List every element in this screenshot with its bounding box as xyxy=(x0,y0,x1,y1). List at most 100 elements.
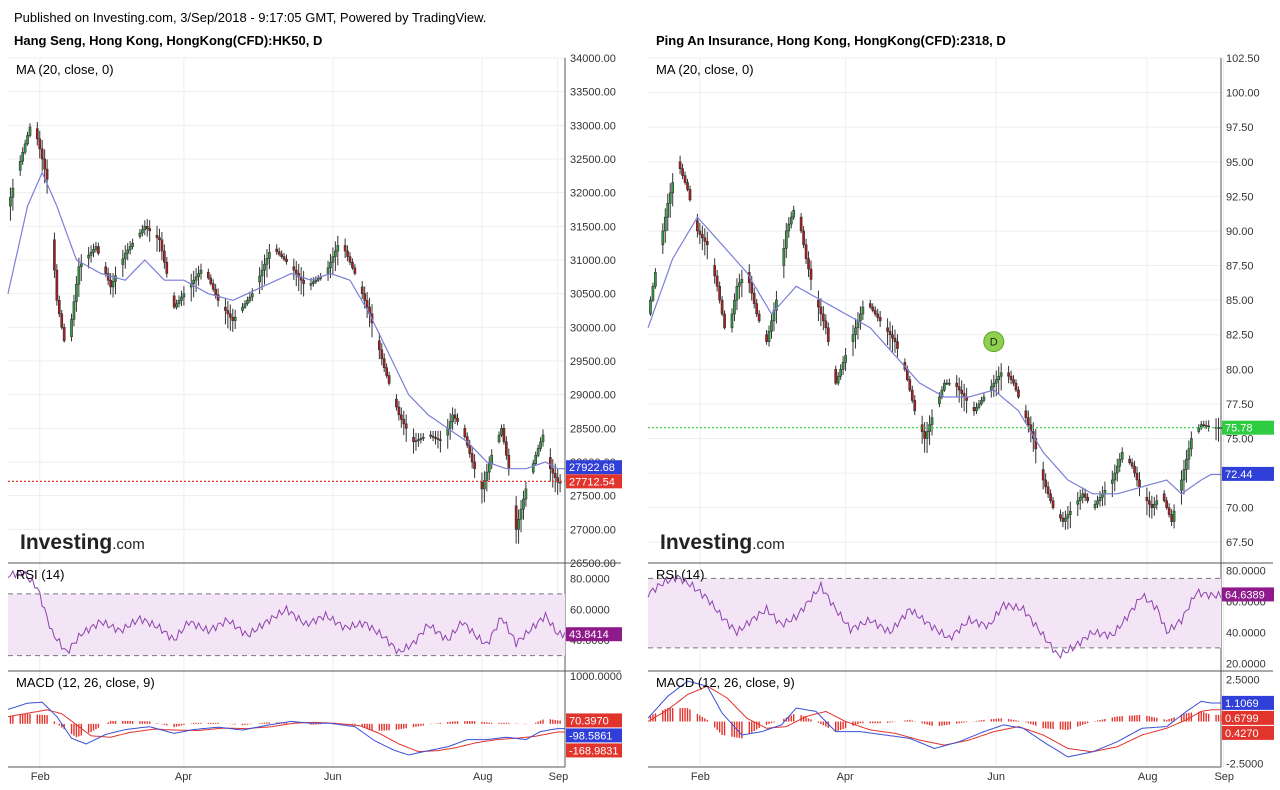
y-tick-label: 87.50 xyxy=(1226,261,1254,273)
candle-body xyxy=(463,428,467,438)
y-tick-label: 75.00 xyxy=(1226,433,1254,445)
candle-body xyxy=(111,281,115,288)
candle-body xyxy=(1076,500,1080,505)
candle-body xyxy=(1133,465,1136,474)
candle-body xyxy=(505,441,508,456)
candle-body xyxy=(436,438,440,440)
x-tick-label: Aug xyxy=(1138,771,1158,783)
candle-body xyxy=(930,417,934,425)
investing-logo: Investing.com xyxy=(20,531,145,554)
candle-body xyxy=(809,268,813,280)
candle-body xyxy=(977,403,981,408)
candle-body xyxy=(399,414,403,420)
candle-body xyxy=(522,498,525,510)
logo-brand: Investing xyxy=(660,531,752,554)
candle-body xyxy=(473,461,476,470)
candle-body xyxy=(767,330,771,342)
candle-body xyxy=(1130,462,1134,467)
candle-body xyxy=(1165,500,1168,508)
candle-body xyxy=(1207,425,1210,428)
candle-body xyxy=(382,358,386,369)
candle-body xyxy=(483,480,486,490)
rsi-tag xyxy=(1222,587,1274,602)
candle-body xyxy=(326,267,330,274)
candle-body xyxy=(1120,452,1124,460)
candle-body xyxy=(735,285,739,301)
candle-body xyxy=(553,472,557,479)
candle-body xyxy=(1012,379,1015,384)
candle-body xyxy=(1187,448,1191,460)
candle-body xyxy=(1096,500,1099,505)
candle-body xyxy=(1135,472,1139,481)
macd-tag xyxy=(566,743,622,758)
macd-tag xyxy=(1222,725,1274,740)
candle-body xyxy=(541,434,545,443)
candle-body xyxy=(192,279,195,284)
candle-body xyxy=(138,232,142,237)
candle-body xyxy=(1145,496,1149,502)
candle-body xyxy=(1110,479,1114,484)
y-tick-label: 97.50 xyxy=(1226,122,1254,134)
candle-body xyxy=(896,341,899,349)
candle-body xyxy=(703,237,707,242)
candle-body xyxy=(1150,503,1154,508)
y-tick-label: 102.50 xyxy=(1226,53,1260,65)
candle-body xyxy=(233,316,237,321)
candle-body xyxy=(807,258,810,270)
candle-body xyxy=(160,239,164,252)
candle-body xyxy=(104,266,108,274)
candle-body xyxy=(89,252,93,256)
candle-body xyxy=(536,448,540,456)
x-tick-label: Jun xyxy=(987,771,1005,783)
rsi-tag xyxy=(566,627,622,642)
candle-body xyxy=(38,138,42,150)
candle-body xyxy=(141,229,144,234)
candle-body xyxy=(507,454,511,470)
chart-ping-an[interactable]: 67.5070.0072.5075.0077.5080.0082.5085.00… xyxy=(640,0,1280,790)
candle-body xyxy=(378,340,381,351)
candle-body xyxy=(1115,465,1119,474)
candle-body xyxy=(57,300,61,315)
x-tick-label: Sep xyxy=(549,771,569,783)
macd-tag xyxy=(566,713,622,728)
candle-body xyxy=(114,275,117,282)
candle-body xyxy=(834,369,838,384)
macd-tag-label: 0.6799 xyxy=(1225,713,1259,725)
y-tick-label: 100.00 xyxy=(1226,88,1260,100)
candle-body xyxy=(1086,496,1089,502)
candle-body xyxy=(701,234,704,239)
candle-body xyxy=(485,471,489,481)
candle-body xyxy=(224,306,227,311)
candle-body xyxy=(999,372,1003,377)
candle-body xyxy=(177,300,181,305)
candle-body xyxy=(824,320,828,329)
candle-body xyxy=(121,258,125,265)
candle-body xyxy=(886,327,889,332)
candle-body xyxy=(11,187,15,198)
x-tick-label: Feb xyxy=(31,771,50,783)
candle-body xyxy=(429,434,432,437)
candle-body xyxy=(730,313,734,329)
candle-body xyxy=(331,256,335,263)
candle-body xyxy=(194,276,198,281)
rsi-tick-label: 80.0000 xyxy=(1226,566,1266,578)
published-caption: Published on Investing.com, 3/Sep/2018 -… xyxy=(14,10,487,25)
candle-body xyxy=(480,481,484,490)
y-tick-label: 33000.00 xyxy=(570,120,616,132)
candle-body xyxy=(1044,479,1047,488)
candle-body xyxy=(131,242,134,247)
candle-body xyxy=(649,299,652,315)
candle-body xyxy=(243,303,247,308)
chart-hang-seng[interactable]: 26500.0027000.0027500.0028000.0028500.00… xyxy=(0,0,640,790)
candle-body xyxy=(348,256,352,263)
macd-tick-label: 2.5000 xyxy=(1226,674,1260,686)
candle-body xyxy=(1182,469,1186,481)
rsi-label: RSI (14) xyxy=(16,567,64,582)
candle-body xyxy=(854,327,857,336)
candle-body xyxy=(982,396,986,401)
candle-body xyxy=(804,244,808,259)
candle-body xyxy=(661,230,665,246)
candle-body xyxy=(277,251,281,255)
candle-body xyxy=(1007,372,1010,377)
candle-body xyxy=(329,261,332,269)
